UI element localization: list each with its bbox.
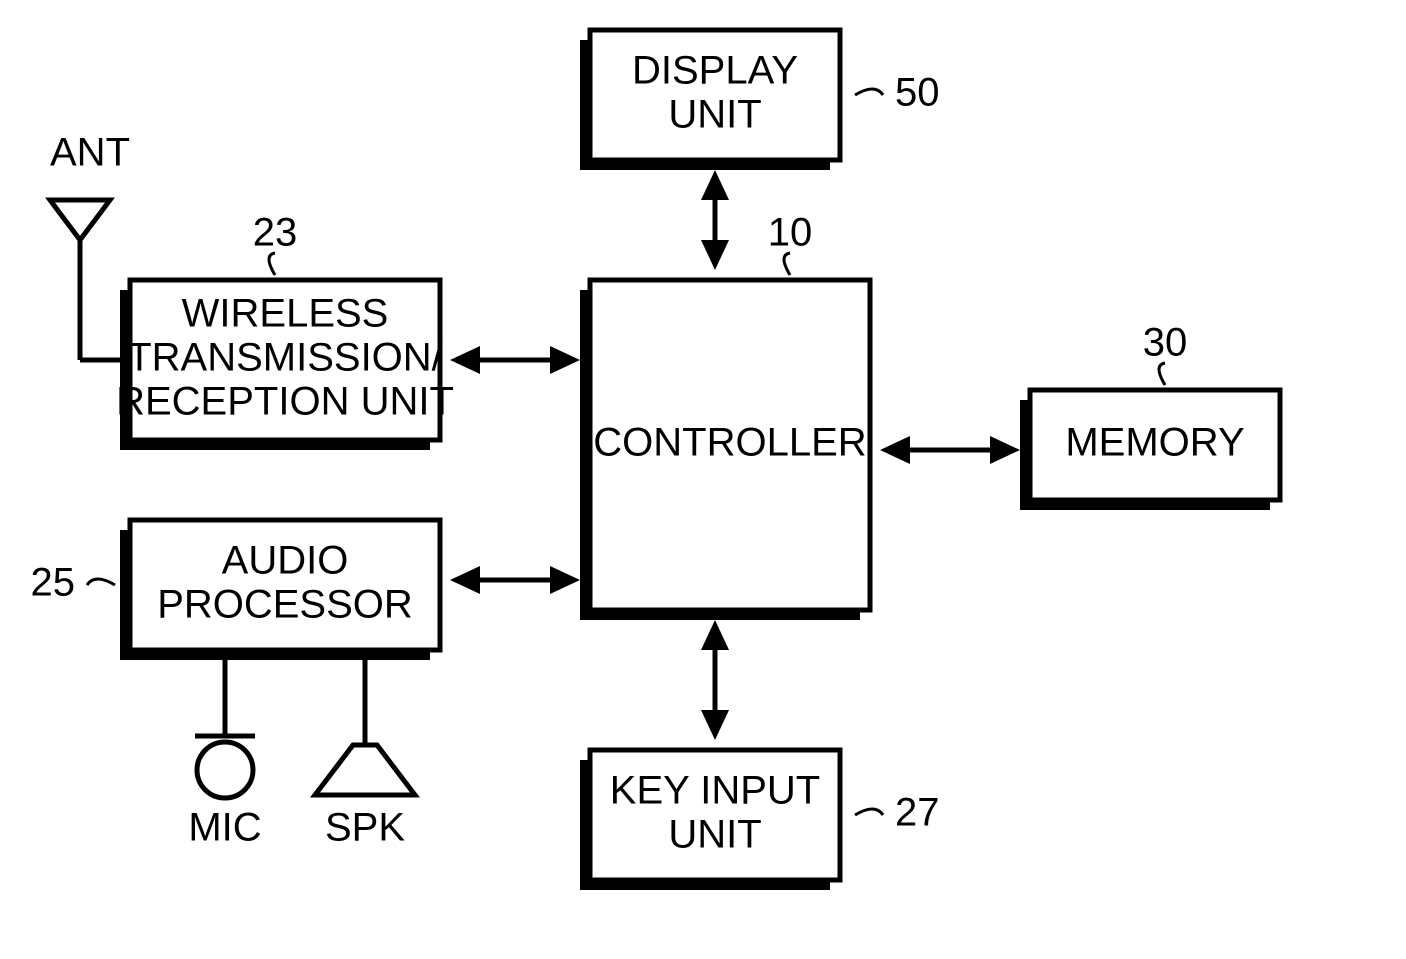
edge-ctrl-key-arrow-b xyxy=(701,710,729,740)
mic-label: MIC xyxy=(188,806,261,850)
audio-label-1: PROCESSOR xyxy=(157,583,413,627)
num-keyinput: 27 xyxy=(895,791,940,835)
num-tick-wireless xyxy=(269,253,275,275)
display-label-0: DISPLAY xyxy=(632,49,798,93)
wireless-label-2: RECEPTION UNIT xyxy=(116,380,454,424)
num-tick-audio xyxy=(87,579,115,585)
spk-label: SPK xyxy=(325,806,405,850)
memory-label-0: MEMORY xyxy=(1065,421,1244,465)
antenna-icon xyxy=(50,200,110,240)
num-wireless: 23 xyxy=(253,211,298,255)
keyinput-label-1: UNIT xyxy=(668,813,761,857)
keyinput-label-0: KEY INPUT xyxy=(610,769,820,813)
edge-ctrl-key-arrow-a xyxy=(701,620,729,650)
edge-disp-ctrl-arrow-b xyxy=(701,240,729,270)
num-audio: 25 xyxy=(31,561,76,605)
edge-disp-ctrl-arrow-a xyxy=(701,170,729,200)
edge-ctrl-mem-arrow-a xyxy=(880,436,910,464)
edge-aud-ctrl-arrow-b xyxy=(550,566,580,594)
num-controller: 10 xyxy=(768,211,813,255)
num-memory: 30 xyxy=(1143,321,1188,365)
edge-ctrl-mem-arrow-b xyxy=(990,436,1020,464)
edge-aud-ctrl-arrow-a xyxy=(450,566,480,594)
mic-icon xyxy=(197,742,253,798)
num-tick-display xyxy=(855,89,883,95)
antenna-label: ANT xyxy=(50,131,130,175)
num-display: 50 xyxy=(895,71,940,115)
edge-wl-ctrl-arrow-a xyxy=(450,346,480,374)
num-tick-controller xyxy=(784,253,790,275)
controller-label-0: CONTROLLER xyxy=(593,421,866,465)
num-tick-memory xyxy=(1159,363,1165,385)
block-diagram: DISPLAYUNITCONTROLLERMEMORYKEY INPUTUNIT… xyxy=(0,0,1406,959)
num-tick-keyinput xyxy=(855,809,883,815)
edge-wl-ctrl-arrow-b xyxy=(550,346,580,374)
spk-icon xyxy=(315,745,415,795)
display-label-1: UNIT xyxy=(668,93,761,137)
wireless-label-0: WIRELESS xyxy=(182,292,389,336)
audio-label-0: AUDIO xyxy=(222,539,349,583)
wireless-label-1: TRANSMISSION/ xyxy=(127,336,443,380)
